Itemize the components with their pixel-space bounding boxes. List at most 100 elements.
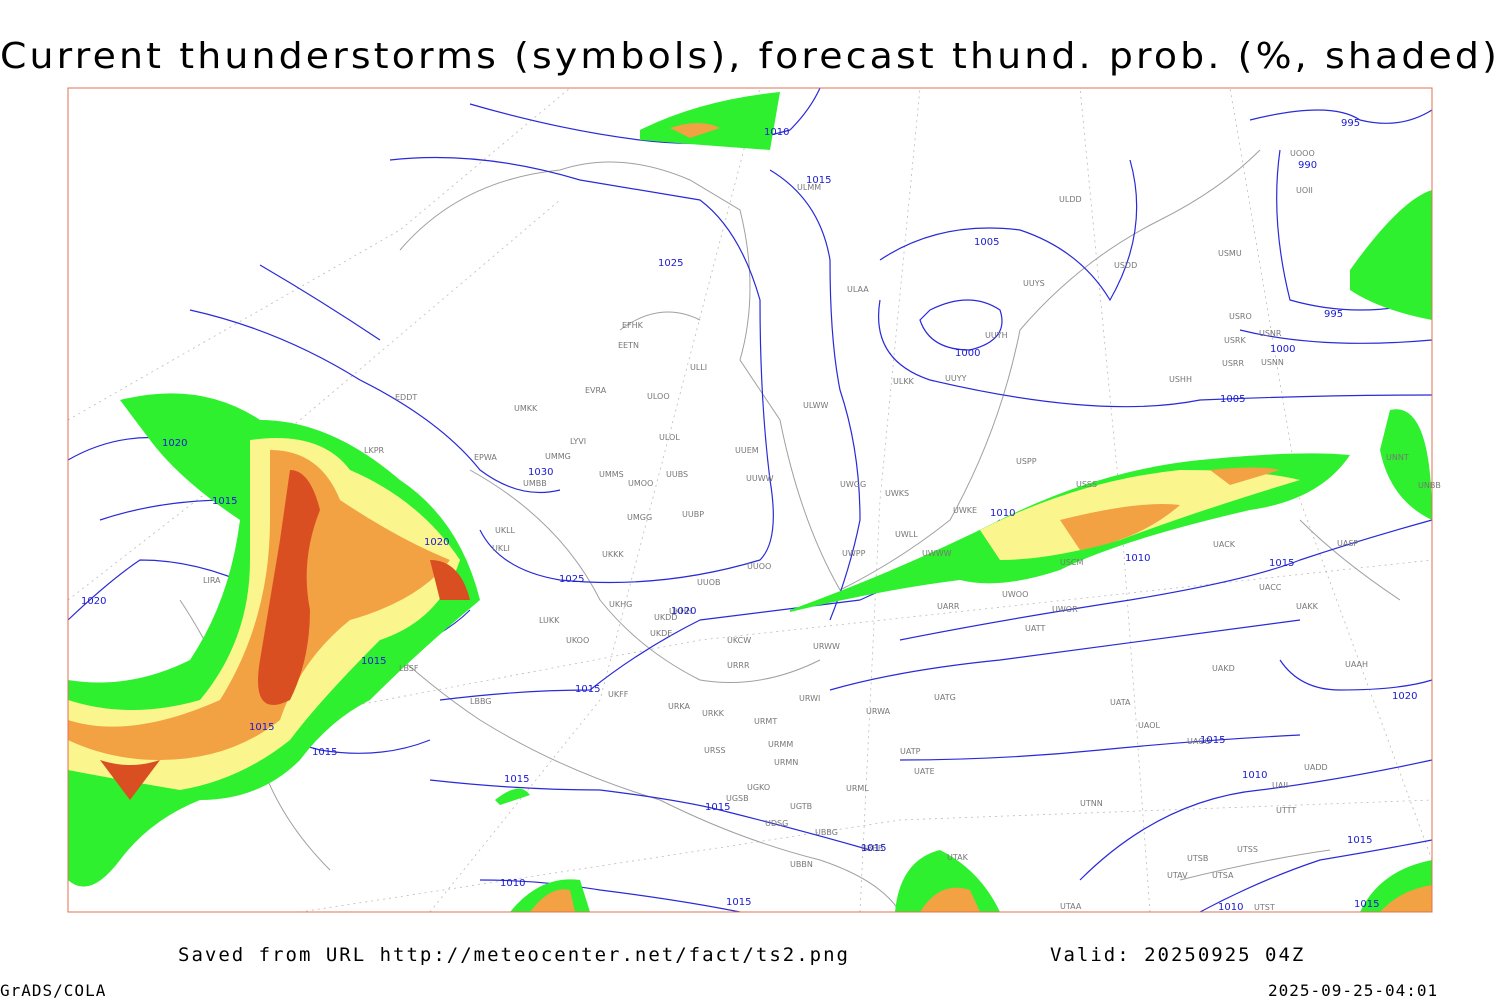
software-credit: GrADS/COLA [0, 981, 106, 1000]
isobar-label: 990 [1298, 160, 1317, 171]
station-label: UTAK [947, 853, 969, 862]
station-label: USCM [1060, 558, 1084, 567]
station-label: LYVI [570, 437, 586, 446]
station-label: URRR [727, 661, 750, 670]
station-label: UWKS [885, 489, 909, 498]
isobar-label: 1015 [806, 175, 831, 186]
station-label: UDSG [765, 819, 788, 828]
station-label: UUYY [945, 374, 967, 383]
station-label: UAKK [1296, 602, 1319, 611]
valid-time: Valid: 20250925 04Z [1050, 944, 1305, 966]
station-label: UKLI [492, 544, 510, 553]
isobar-label: 1010 [1218, 902, 1243, 913]
station-label: UBBG [815, 828, 838, 837]
station-label: UUYS [1023, 279, 1045, 288]
station-label: ULKK [893, 377, 915, 386]
station-label: USDD [1114, 261, 1137, 270]
map-area: EDDT LKPR EPWA UMKK EVRA EFHK EETN ULLI ULOO ULOL… [67, 87, 1441, 913]
station-label: UWOO [1002, 590, 1028, 599]
station-label: LKPR [364, 446, 385, 455]
source-url: Saved from URL http://meteocenter.net/fa… [178, 944, 850, 966]
station-label: EFHK [622, 321, 644, 330]
station-label: ULAA [847, 285, 869, 294]
station-label: URMT [754, 717, 777, 726]
station-label: EPWA [474, 453, 497, 462]
station-label: USSS [1076, 480, 1097, 489]
station-label: EETN [618, 341, 639, 350]
station-label: UKHH [669, 607, 692, 616]
station-label: UAOO [1187, 737, 1211, 746]
station-label: USHH [1169, 375, 1192, 384]
station-label: USPP [1016, 457, 1037, 466]
station-label: UUOB [697, 578, 721, 587]
station-label: UTSA [1212, 871, 1234, 880]
station-label: UMOO [628, 479, 653, 488]
station-label: UTSB [1187, 854, 1208, 863]
station-label: LBSF [399, 664, 419, 673]
station-label: UUOO [747, 562, 771, 571]
station-label: UTAA [1060, 902, 1082, 911]
station-label: UGTB [790, 802, 812, 811]
station-label: UTST [1254, 903, 1275, 912]
station-label: UTTT [1276, 806, 1296, 815]
isobar-label: 1015 [705, 802, 730, 813]
station-label: UASP [1337, 539, 1358, 548]
station-label: USRK [1224, 336, 1246, 345]
station-label: URWA [866, 707, 891, 716]
station-label: EDDT [395, 393, 417, 402]
station-label: EVRA [585, 386, 607, 395]
isobar-label: 1015 [249, 722, 274, 733]
isobar-label: 995 [1324, 309, 1343, 320]
station-label: UNNT [1386, 453, 1409, 462]
station-label: UACC [1259, 583, 1282, 592]
isobar-label: 1015 [726, 897, 751, 908]
isobar-label: 1005 [1220, 394, 1245, 405]
station-label: UWPP [842, 549, 866, 558]
station-label: UATE [914, 767, 935, 776]
station-label: UATT [1025, 624, 1045, 633]
station-label: ULMM [797, 183, 821, 192]
station-label: UTSS [1237, 845, 1258, 854]
station-label: ULLI [690, 363, 707, 372]
station-label: UWWW [922, 549, 952, 558]
station-label: UKDE [650, 629, 672, 638]
station-label: UNBB [1418, 481, 1441, 490]
isobar-label: 1015 [361, 656, 386, 667]
generated-time: 2025-09-25-04:01 [1268, 981, 1438, 1000]
isobar-label: 1020 [81, 596, 106, 607]
station-label: URSS [704, 746, 726, 755]
station-label: URKA [668, 702, 691, 711]
station-label: UMMS [599, 470, 624, 479]
isobar-label: 1015 [1269, 558, 1294, 569]
station-label: UAII [1272, 781, 1288, 790]
station-label: UADD [1304, 763, 1328, 772]
station-label: UAKD [1212, 664, 1235, 673]
station-label: UTAV [1167, 871, 1188, 880]
isobar-label: 1015 [212, 496, 237, 507]
station-label: ULOL [659, 433, 680, 442]
station-label: USNN [1261, 358, 1284, 367]
isobar-label: 1020 [162, 438, 187, 449]
station-label: UKCW [727, 636, 751, 645]
station-label: UACK [1213, 540, 1236, 549]
station-label: UKLL [495, 526, 516, 535]
station-label: USRO [1229, 312, 1252, 321]
isobar-label: 1025 [559, 574, 584, 585]
station-label: UKHG [609, 600, 632, 609]
station-label: ULDD [1059, 195, 1082, 204]
isobar-label: 1005 [974, 237, 999, 248]
station-label: UWLL [895, 530, 918, 539]
isobar-label: 1015 [504, 774, 529, 785]
isobar-label: 1010 [500, 878, 525, 889]
isobar-label: 1030 [528, 467, 553, 478]
station-label: UKKK [602, 550, 624, 559]
station-label: URMN [774, 758, 798, 767]
station-label: UBBB [861, 844, 883, 853]
isobar-label: 1015 [575, 684, 600, 695]
isobar-label: 1015 [1200, 735, 1225, 746]
isobar-label: 1000 [1270, 344, 1295, 355]
station-label: UMBB [523, 479, 547, 488]
isobar-label: 1015 [312, 747, 337, 758]
isobar-label: 1015 [861, 843, 886, 854]
